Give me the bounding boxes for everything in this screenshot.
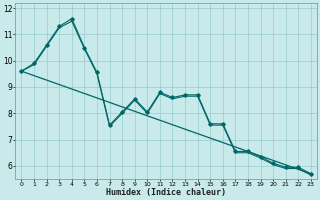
X-axis label: Humidex (Indice chaleur): Humidex (Indice chaleur)	[106, 188, 226, 197]
